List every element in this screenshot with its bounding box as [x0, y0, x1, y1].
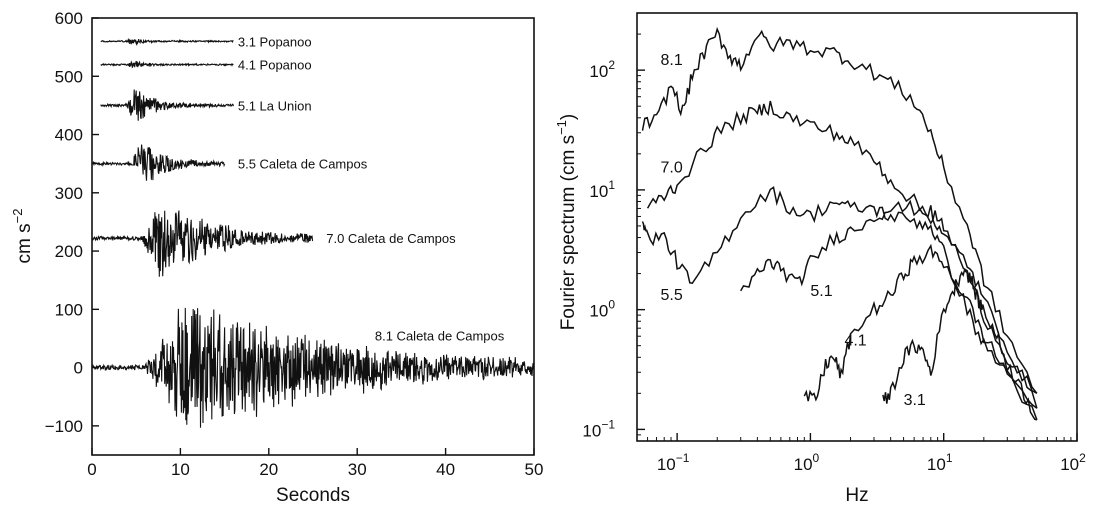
spectrum-label: 3.1	[904, 392, 926, 409]
y-tick-label: −100	[45, 417, 83, 436]
x-axis-title-hz: Hz	[845, 485, 868, 506]
y-axis-title-acceleration: cm s−2	[10, 209, 35, 264]
y-tick-label: 300	[55, 184, 83, 203]
x-tick-label: 10−1	[657, 451, 690, 474]
y-axis-title-fourier: Fourier spectrum (cm s−1)	[554, 114, 579, 330]
x-tick-label: 102	[1060, 451, 1086, 474]
trace-label: 5.1 La Union	[238, 98, 312, 113]
y-tick-label: 500	[55, 67, 83, 86]
x-tick-label: 50	[525, 460, 544, 479]
acceleration-panel: 3.1 Popanoo 4.1 Popanoo 5.1 La Union 5.5 Ca…	[10, 9, 543, 506]
spectrum-trace-7-0	[646, 100, 1038, 409]
spectrum-plot-frame	[636, 12, 1078, 442]
spectrum-ticks: 10−1 100 101 102 10−1 100 101 102	[582, 12, 1086, 474]
y-tick-label: 100	[589, 298, 615, 321]
spectrum-trace-4-1	[803, 243, 1038, 409]
trace-label: 3.1 Popanoo	[238, 34, 312, 49]
acceleration-trace-3-1-popanoo	[100, 38, 234, 46]
x-tick-label: 10	[171, 460, 190, 479]
trace-label: 8.1 Caleta de Campos	[375, 329, 505, 344]
spectrum-panel: 8.17.05.5 5.14.13.1 10−1 100 101 10210−11001…	[554, 12, 1086, 506]
x-tick-label: 40	[436, 460, 455, 479]
acceleration-trace-8-1-caleta-de-campos	[91, 307, 535, 428]
acceleration-trace-5-5-caleta-de-campos	[91, 144, 226, 181]
x-tick-label: 100	[794, 451, 820, 474]
acceleration-trace-4-1-popanoo	[100, 60, 234, 69]
spectrum-traces: 8.1 7.0 5.5 5.1 4.1 3.1	[641, 26, 1038, 421]
trace-label: 4.1 Popanoo	[238, 58, 312, 73]
y-tick-label: 100	[55, 300, 83, 319]
x-axis-title-seconds: Seconds	[276, 485, 350, 506]
spectrum-trace-8-1	[641, 26, 1038, 394]
acceleration-traces: 3.1 Popanoo 4.1 Popanoo 5.1 La Union 5.5 Ca…	[91, 34, 535, 428]
y-tick-label: 200	[55, 242, 83, 261]
y-tick-label: 102	[589, 58, 615, 81]
y-tick-label: 400	[55, 126, 83, 145]
trace-label: 7.0 Caleta de Campos	[326, 231, 456, 246]
x-tick-label: 20	[259, 460, 278, 479]
spectrum-trace-3-1	[882, 268, 1038, 421]
spectrum-label: 7.0	[660, 159, 682, 176]
acceleration-trace-7-0-caleta-de-campos	[91, 210, 314, 277]
acceleration-trace-5-1-la-union	[100, 89, 234, 121]
y-tick-label: 0	[74, 359, 83, 378]
spectrum-trace-5-5	[641, 186, 1038, 421]
x-tick-label: 30	[348, 460, 367, 479]
spectrum-label: 4.1	[844, 333, 866, 350]
x-tick-label: 0	[87, 460, 96, 479]
spectrum-label: 8.1	[660, 52, 682, 69]
trace-label: 5.5 Caleta de Campos	[238, 157, 368, 172]
x-tick-label: 101	[927, 451, 953, 474]
acceleration-plot-frame	[91, 17, 535, 456]
y-tick-label: 101	[589, 178, 615, 201]
y-tick-label: 10−1	[582, 417, 615, 440]
y-tick-label: 600	[55, 9, 83, 28]
acceleration-ticks: 0 10 20 30 40 50 −100 0 100 200 300 400 500 600	[45, 9, 544, 479]
spectrum-label: 5.1	[810, 283, 832, 300]
spectrum-label: 5.5	[660, 287, 682, 304]
